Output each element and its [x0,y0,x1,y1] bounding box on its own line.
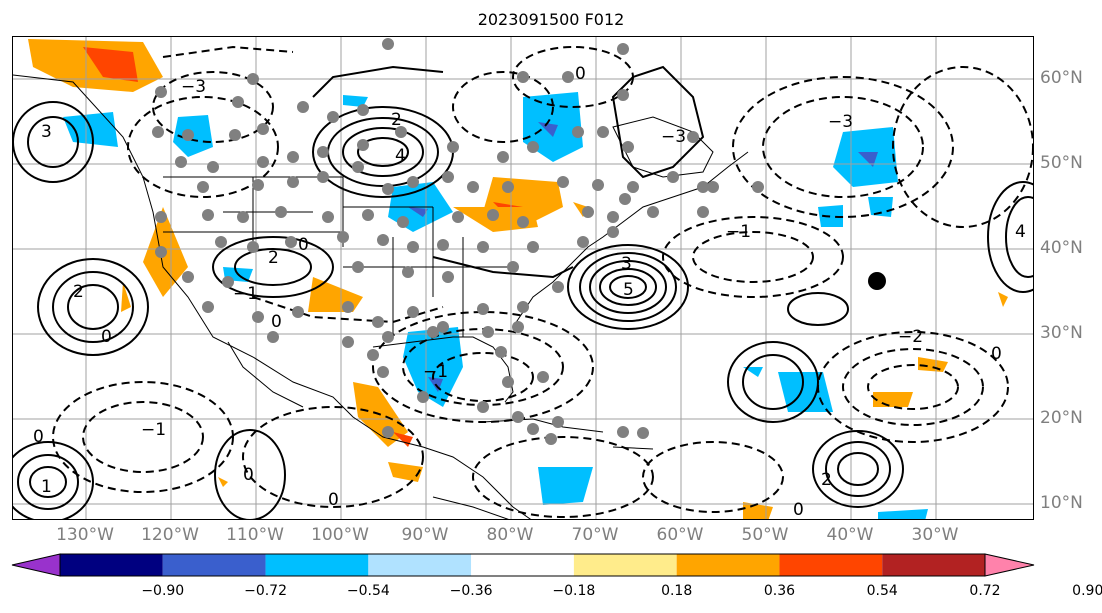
contour-label: 0 [271,312,282,332]
contour-label: −1 [233,284,258,304]
contour-label: 2 [391,110,402,130]
contour-label: 3 [41,122,52,142]
contour-label: −1 [141,420,166,440]
contour-label: −3 [661,127,686,147]
lon-label: 70°W [571,525,619,545]
contour-label: 0 [33,427,44,447]
lon-label: 100°W [311,525,369,545]
contour-label: −1 [423,362,448,382]
contour-label: 0 [575,64,586,84]
map-canvas: 3 2 4 5 3 2 0 2 0 0 −1 −1 −1 0 1 0 0 2 0… [13,37,1033,520]
contour-label: 0 [243,465,254,485]
graticule [13,37,1033,519]
colorbar-tick-label: −0.90 [141,583,185,599]
colorbar-cell [779,554,883,576]
contour-label: −3 [828,112,853,132]
contour-label: −1 [726,222,751,242]
contour-label: 2 [268,248,279,268]
colorbar-tick-label: 0.54 [866,583,898,599]
colorbar-tick-label: 0.36 [763,583,796,599]
colorbar-tick-label: −0.18 [552,583,596,599]
colorbar-cells [11,553,1035,577]
colorbar-extend-min [11,553,61,577]
colorbar-tick-label: 0.90 [1072,583,1102,599]
contour-label: −3 [181,77,206,97]
contour-label: 1 [41,477,52,497]
contour-label: 0 [298,235,309,255]
colorbar-cell [60,554,163,576]
contour-label: 3 [621,254,632,274]
lon-label: 130°W [56,525,114,545]
lat-label: 50°N [1040,153,1083,173]
contour-label: 4 [1015,222,1026,242]
colorbar-cell [471,554,574,576]
contour-label: 0 [328,490,339,510]
highlight-marker [868,272,886,290]
map-title: 2023091500 F012 [477,10,625,29]
contour-labels: 3 2 4 5 3 2 0 2 0 0 −1 −1 −1 0 1 0 0 2 0… [33,64,1026,520]
contour-label: 4 [395,146,406,166]
contour-label: 0 [101,327,112,347]
lon-label: 30°W [911,525,959,545]
contour-label: 2 [73,282,84,302]
map-panel: 3 2 4 5 3 2 0 2 0 0 −1 −1 −1 0 1 0 0 2 0… [12,36,1034,520]
lat-label: 10°N [1040,493,1083,513]
colorbar-cell [676,554,780,576]
colorbar-border [59,553,986,577]
station-markers [152,38,764,445]
colorbar-cell [162,554,266,576]
colorbar-tick-label: −0.36 [449,583,493,599]
colorbar-tick-label: 0.72 [969,583,1001,599]
contours-negative [52,45,1033,518]
lat-label: 30°N [1040,323,1083,343]
colorbar-tick-label: −0.72 [244,583,287,599]
lon-label: 50°W [741,525,789,545]
lon-label: 80°W [486,525,534,545]
lon-label: 110°W [226,525,284,545]
colorbar-cell [573,554,677,576]
colorbar [11,553,1035,577]
shaded-anomalies [28,39,1008,519]
lat-label: 20°N [1040,408,1083,428]
lat-label: 40°N [1040,238,1083,258]
coastlines [13,74,749,519]
colorbar-tick-label: 0.18 [661,583,693,599]
colorbar-cell [368,554,472,576]
lon-label: 40°W [826,525,874,545]
contour-label: 5 [623,280,634,300]
lon-label: 60°W [656,525,704,545]
contour-label: 2 [821,470,832,490]
colorbar-extend-max [984,553,1035,577]
lat-label: 60°N [1040,68,1083,88]
lon-label: 120°W [141,525,199,545]
colorbar-cell [882,554,985,576]
contour-label: 0 [991,344,1002,364]
colorbar-cell [265,554,369,576]
contour-label: 0 [793,500,804,520]
lon-label: 90°W [401,525,449,545]
contour-label: −2 [898,327,923,347]
colorbar-tick-label: −0.54 [346,583,390,599]
